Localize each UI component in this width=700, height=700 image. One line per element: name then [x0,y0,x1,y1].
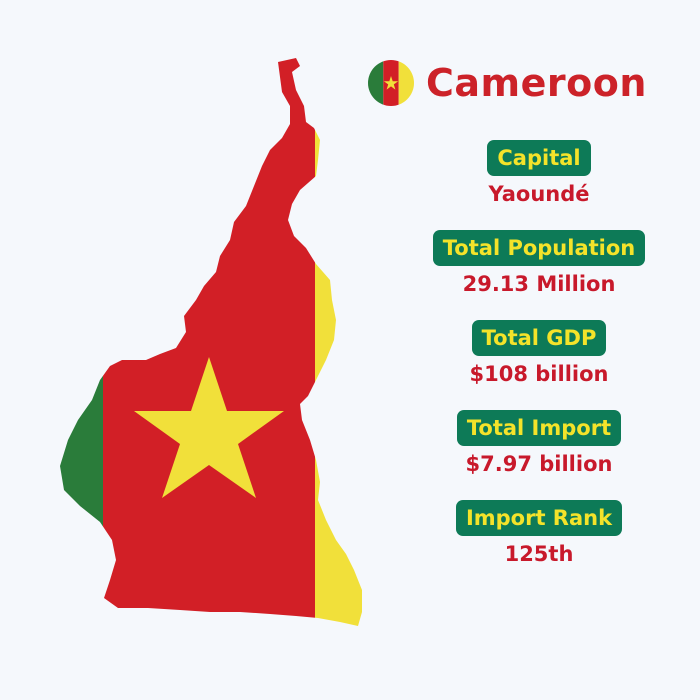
stat-value: 29.13 Million [462,272,616,296]
flag-star-icon [134,357,284,498]
stat-capital: Capital Yaoundé [400,140,678,207]
stat-value: $108 billion [469,362,609,386]
stat-total-population: Total Population 29.13 Million [400,230,678,297]
page-title: Cameroon [426,61,647,105]
cameroon-flag-icon [368,60,414,106]
page-header: Cameroon [368,60,647,106]
stat-label: Total Import [456,410,622,446]
stat-label: Total GDP [471,320,607,356]
stat-label: Import Rank [455,500,623,536]
stat-total-gdp: Total GDP $108 billion [400,320,678,387]
stat-label: Capital [487,140,591,176]
stat-value: Yaoundé [488,182,590,206]
stat-total-import: Total Import $7.97 billion [400,410,678,477]
stat-value: $7.97 billion [465,452,613,476]
stats-panel: Capital Yaoundé Total Population 29.13 M… [400,140,678,590]
stat-value: 125th [504,542,574,566]
stat-import-rank: Import Rank 125th [400,500,678,567]
stat-label: Total Population [432,230,646,266]
